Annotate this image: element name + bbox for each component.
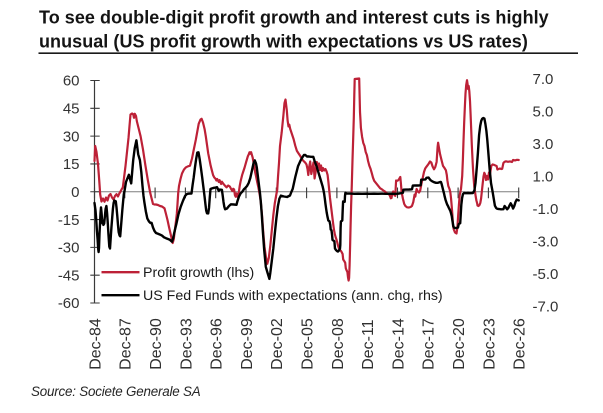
svg-text:-30: -30 [58,240,80,257]
svg-text:unusual (US profit growth with: unusual (US profit growth with expectati… [39,32,528,52]
svg-text:-45: -45 [58,267,80,284]
svg-text:Dec-05: Dec-05 [300,318,317,370]
svg-text:To see double-digit profit gro: To see double-digit profit growth and in… [39,7,549,27]
svg-text:Source: Societe Generale SA: Source: Societe Generale SA [31,384,201,399]
svg-text:Dec-11: Dec-11 [360,319,377,369]
svg-text:Dec-90: Dec-90 [148,318,165,370]
svg-text:15: 15 [63,156,80,173]
svg-text:Dec-99: Dec-99 [239,318,256,370]
svg-text:30: 30 [63,128,80,145]
svg-text:Profit growth (lhs): Profit growth (lhs) [143,265,254,281]
svg-text:60: 60 [63,73,80,90]
svg-text:US Fed Funds with expectations: US Fed Funds with expectations (ann. chg… [143,288,443,304]
svg-text:Dec-23: Dec-23 [481,318,498,370]
svg-text:45: 45 [63,101,80,118]
svg-text:Dec-14: Dec-14 [390,318,407,370]
svg-text:Dec-84: Dec-84 [87,318,104,370]
svg-text:-7.0: -7.0 [533,298,559,315]
svg-text:Dec-96: Dec-96 [209,318,226,370]
svg-text:Dec-17: Dec-17 [421,318,438,370]
svg-text:-1.0: -1.0 [533,201,559,218]
svg-text:5.0: 5.0 [533,104,554,121]
svg-text:-15: -15 [58,212,80,229]
svg-text:1.0: 1.0 [533,169,554,186]
svg-text:Dec-02: Dec-02 [269,318,286,370]
svg-text:-3.0: -3.0 [533,233,559,250]
svg-text:-5.0: -5.0 [533,266,559,283]
svg-text:7.0: 7.0 [533,71,554,88]
svg-text:Dec-20: Dec-20 [451,318,468,370]
svg-text:Dec-26: Dec-26 [512,318,529,370]
svg-text:Dec-08: Dec-08 [330,318,347,370]
svg-text:-60: -60 [58,295,80,312]
svg-text:Dec-93: Dec-93 [178,318,195,370]
svg-text:0: 0 [71,184,79,201]
svg-text:3.0: 3.0 [533,136,554,153]
svg-text:Dec-87: Dec-87 [118,318,135,370]
